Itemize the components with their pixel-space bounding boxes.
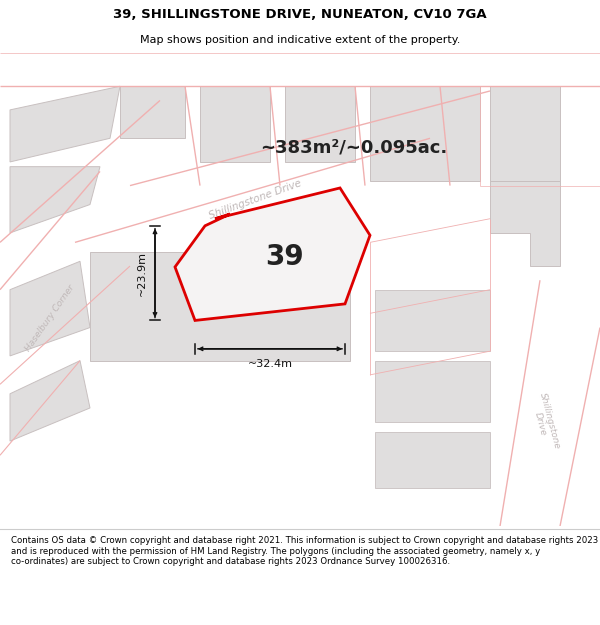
Text: Shillingstone
Drive: Shillingstone Drive <box>528 392 562 452</box>
Text: 39: 39 <box>265 243 304 271</box>
Polygon shape <box>10 86 120 162</box>
Text: ~32.4m: ~32.4m <box>248 359 293 369</box>
Polygon shape <box>90 252 350 361</box>
Polygon shape <box>10 261 90 356</box>
Text: ~383m²/~0.095ac.: ~383m²/~0.095ac. <box>260 139 447 157</box>
Polygon shape <box>490 181 560 266</box>
Polygon shape <box>375 290 490 351</box>
Polygon shape <box>285 86 355 162</box>
Text: Shillingstone Drive: Shillingstone Drive <box>208 178 302 221</box>
Text: Contains OS data © Crown copyright and database right 2021. This information is : Contains OS data © Crown copyright and d… <box>11 536 598 566</box>
Text: Map shows position and indicative extent of the property.: Map shows position and indicative extent… <box>140 35 460 45</box>
Polygon shape <box>370 86 480 181</box>
Text: Haselbury Corner: Haselbury Corner <box>23 283 76 353</box>
Text: 39, SHILLINGSTONE DRIVE, NUNEATON, CV10 7GA: 39, SHILLINGSTONE DRIVE, NUNEATON, CV10 … <box>113 8 487 21</box>
Polygon shape <box>375 432 490 488</box>
Text: ~23.9m: ~23.9m <box>137 251 147 296</box>
Polygon shape <box>120 86 185 138</box>
Polygon shape <box>490 86 560 181</box>
Polygon shape <box>10 361 90 441</box>
Polygon shape <box>375 361 490 422</box>
Polygon shape <box>10 167 100 233</box>
Polygon shape <box>175 188 370 321</box>
Polygon shape <box>200 86 270 162</box>
